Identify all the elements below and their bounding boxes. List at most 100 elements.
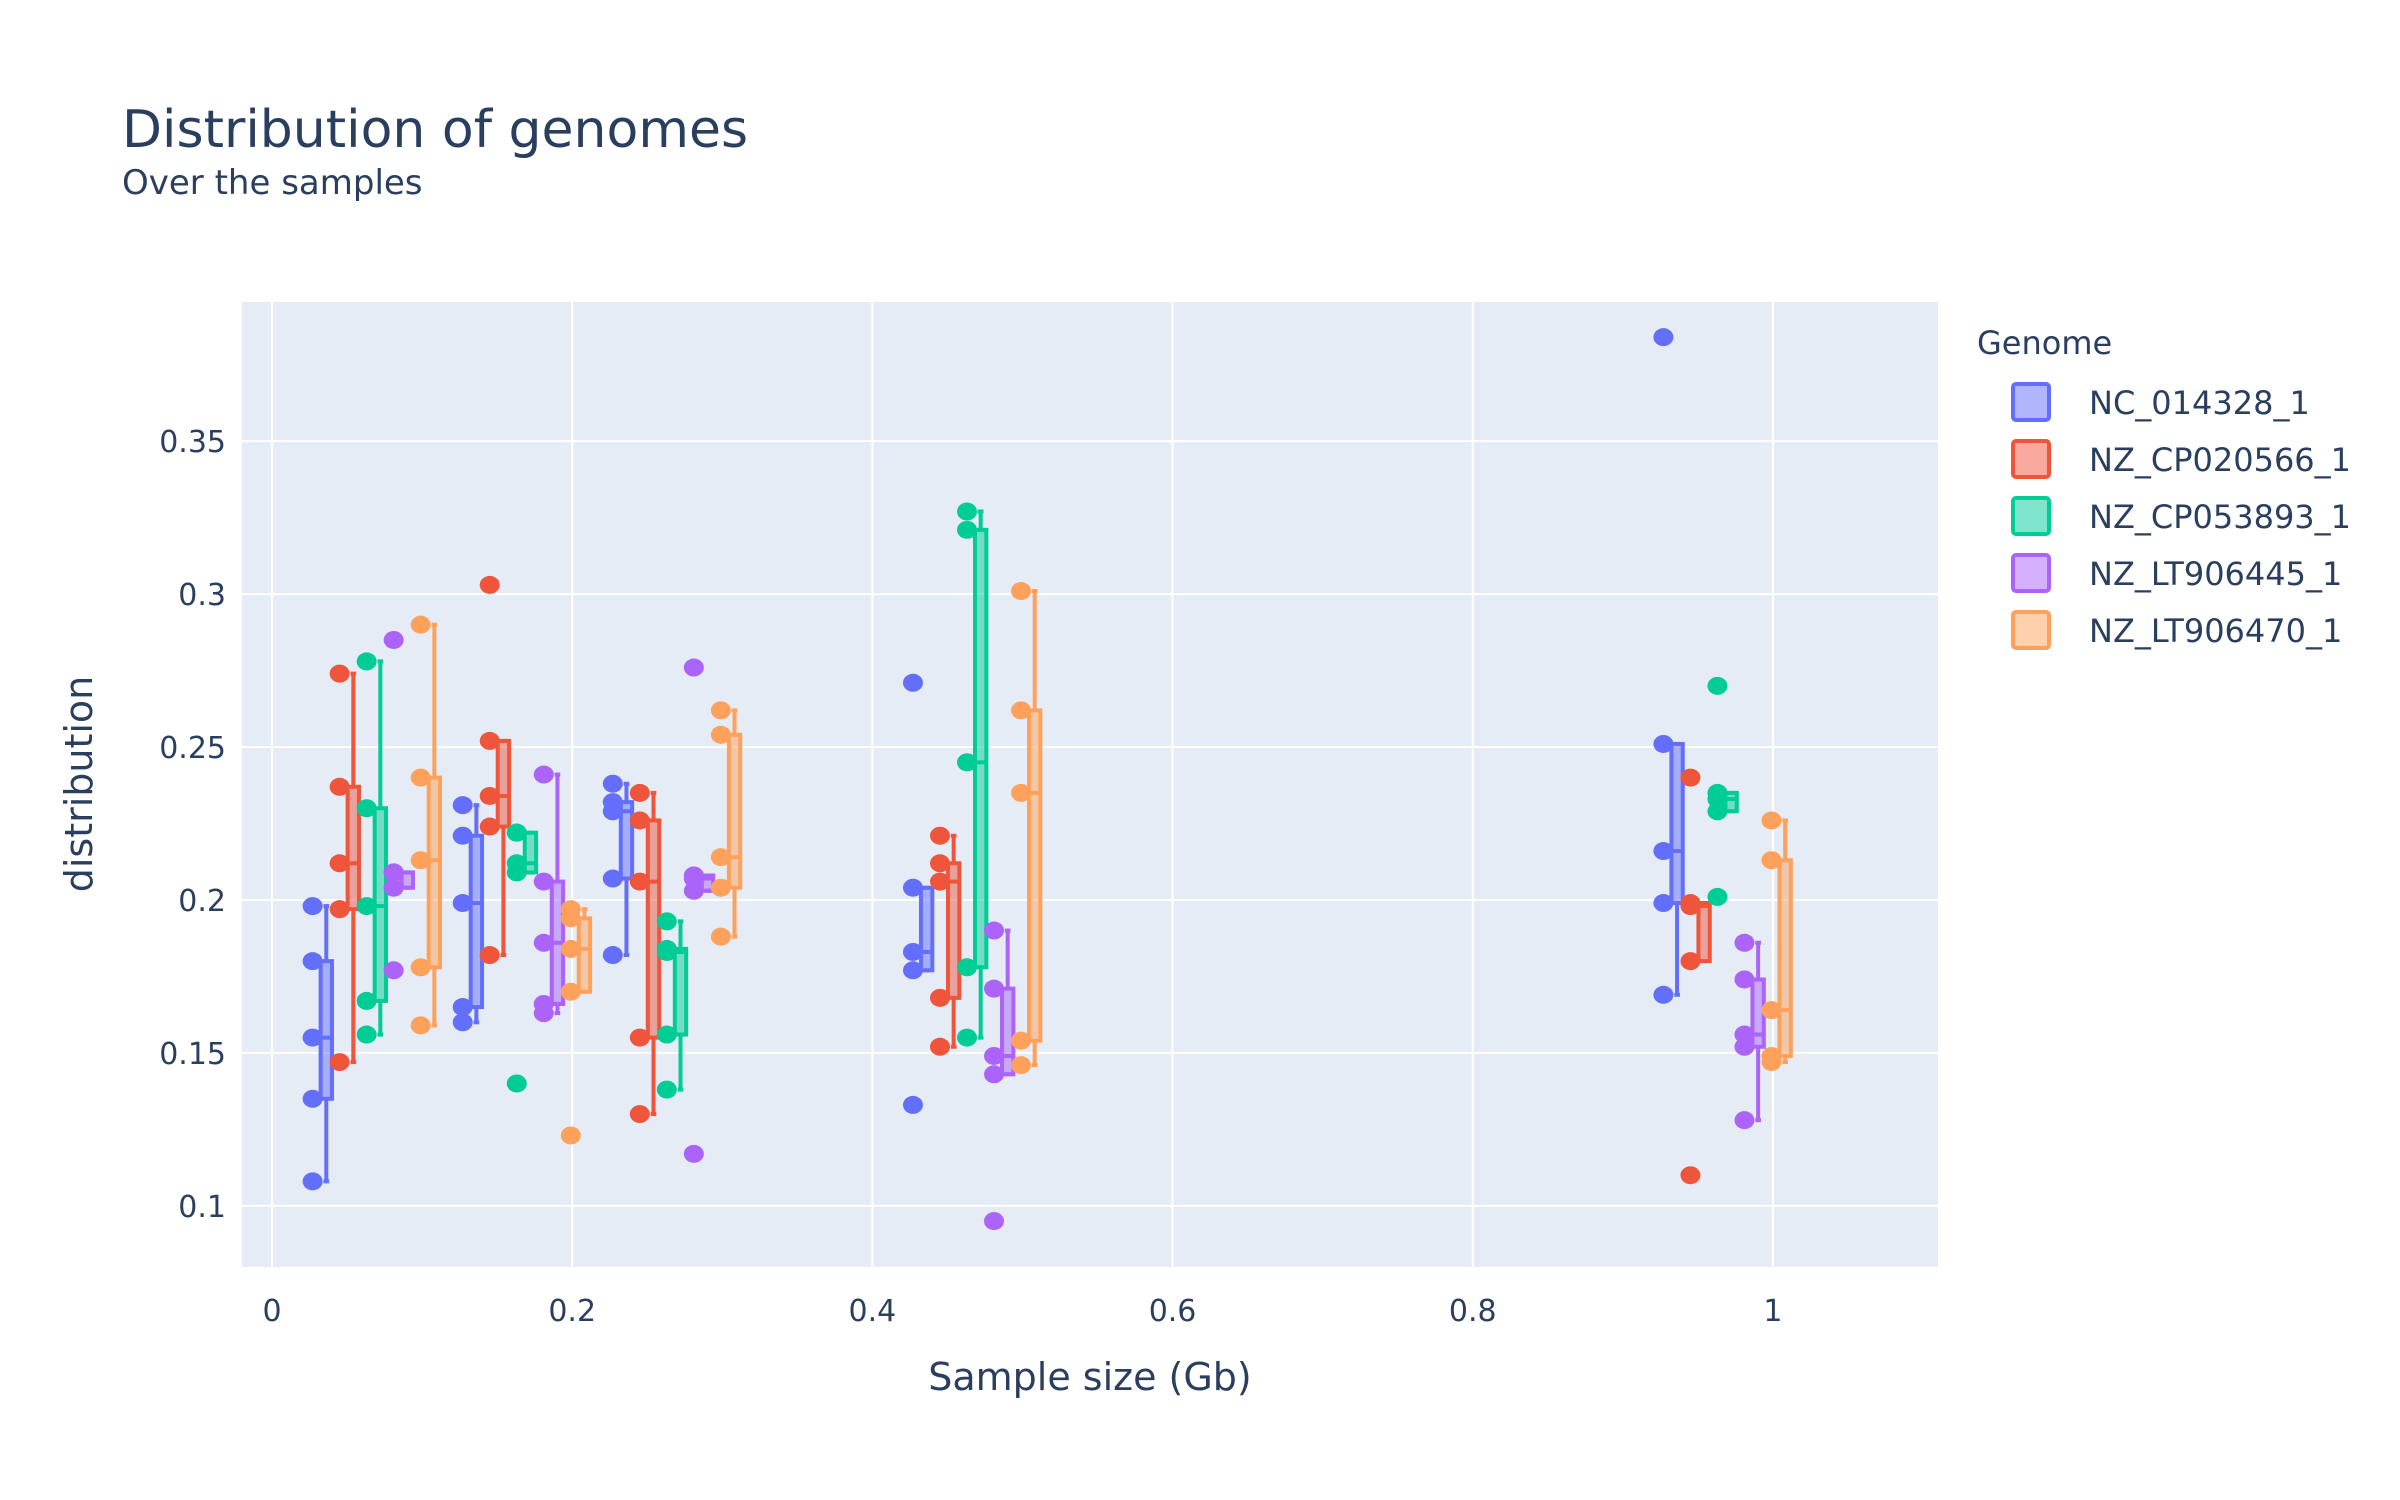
data-point [602, 869, 623, 888]
box-iqr [345, 784, 361, 912]
data-point [329, 664, 350, 683]
data-point [1653, 894, 1674, 913]
data-point [602, 793, 623, 812]
box-NC_014328_1 [918, 885, 935, 973]
data-point [560, 900, 581, 919]
data-point [929, 826, 950, 845]
data-point [1761, 1001, 1782, 1020]
legend-label: NZ_LT906470_1 [2089, 612, 2342, 650]
data-point [683, 658, 704, 677]
data-point [560, 1126, 581, 1145]
data-point [957, 1028, 978, 1047]
box-iqr [576, 916, 593, 994]
legend-item[interactable]: NZ_LT906445_1 [2011, 553, 2342, 593]
data-point [452, 796, 473, 815]
chart-title: Distribution of genomes [122, 100, 748, 160]
data-point [506, 823, 527, 842]
box-NZ_LT906445_1 [1000, 928, 1016, 1077]
plot-area [242, 302, 1938, 1267]
box-NZ_CP020566_1 [645, 790, 662, 1117]
data-point [383, 961, 404, 980]
data-point [302, 897, 323, 916]
legend-item[interactable]: NZ_CP020566_1 [2011, 439, 2351, 479]
data-point [656, 1080, 677, 1099]
box-NZ_CP020566_1 [1696, 901, 1712, 964]
data-point [602, 946, 623, 965]
data-point [356, 652, 377, 671]
series-NZ_LT906445_1 [383, 630, 1766, 1231]
data-point [602, 774, 623, 793]
box-NZ_CP053893_1 [973, 509, 989, 1040]
legend-item[interactable]: NZ_CP053893_1 [2011, 496, 2351, 536]
box-NZ_LT906445_1 [399, 870, 416, 890]
data-point [984, 1046, 1005, 1065]
legend-label: NC_014328_1 [2089, 384, 2310, 422]
data-point [533, 872, 554, 891]
y-tick-label: 0.2 [178, 884, 226, 919]
data-point [479, 946, 500, 965]
data-point [957, 520, 978, 539]
data-point [1680, 952, 1701, 971]
y-tick-label: 0.1 [178, 1190, 226, 1225]
data-point [1680, 768, 1701, 787]
data-point [710, 927, 731, 946]
box-NZ_CP053893_1 [1723, 790, 1739, 814]
legend-item[interactable]: NC_014328_1 [2011, 382, 2310, 422]
x-tick-label: 0.6 [1149, 1294, 1197, 1329]
data-point [1707, 676, 1728, 695]
data-point [710, 725, 731, 744]
data-point [383, 630, 404, 649]
box-iqr [399, 870, 416, 890]
data-point [329, 777, 350, 796]
box-iqr [1723, 790, 1739, 814]
data-point [1734, 1025, 1755, 1044]
data-point [302, 1028, 323, 1047]
box-iqr [1777, 858, 1793, 1058]
box-iqr [1027, 708, 1043, 1043]
y-tick-label: 0.3 [178, 578, 226, 613]
data-point [1011, 1056, 1032, 1075]
data-point [410, 615, 431, 634]
box-NZ_CP053893_1 [522, 830, 539, 875]
data-point [957, 502, 978, 521]
data-point [533, 994, 554, 1013]
box-NC_014328_1 [318, 904, 334, 1184]
chart-subtitle: Over the samples [122, 163, 423, 203]
data-point [479, 731, 500, 750]
legend-item[interactable]: NZ_LT906470_1 [2011, 610, 2342, 650]
legend-swatch [2011, 610, 2051, 650]
x-axis-title: Sample size (Gb) [928, 1355, 1252, 1399]
box-iqr [318, 959, 334, 1101]
data-point [929, 872, 950, 891]
data-point [452, 1013, 473, 1032]
x-tick-label: 0 [262, 1294, 281, 1329]
box-NC_014328_1 [468, 803, 485, 1025]
grid-lines [242, 302, 1938, 1267]
box-NZ_CP020566_1 [495, 738, 512, 958]
data-point [957, 958, 978, 977]
data-point [356, 991, 377, 1010]
data-point [452, 998, 473, 1017]
data-point [656, 912, 677, 931]
y-tick-labels: 0.1 0.15 0.2 0.25 0.3 0.35 [159, 425, 226, 1225]
series-NC_014328_1 [302, 328, 1685, 1191]
data-point [1011, 1031, 1032, 1050]
data-point [452, 826, 473, 845]
data-point [984, 1212, 1005, 1231]
box-iqr [726, 732, 743, 890]
data-point [1653, 985, 1674, 1004]
data-point [683, 866, 704, 885]
legend-swatch [2011, 439, 2051, 479]
legend-swatch [2011, 553, 2051, 593]
data-point [1761, 1046, 1782, 1065]
y-tick-label: 0.15 [159, 1037, 226, 1072]
data-point [410, 768, 431, 787]
data-point [929, 854, 950, 873]
box-NZ_LT906470_1 [576, 907, 593, 994]
data-point [1734, 970, 1755, 989]
data-point [560, 939, 581, 958]
legend: Genome NC_014328_1 NZ_CP020566_1 NZ_CP0538… [1977, 324, 2351, 650]
box-iqr [918, 885, 935, 973]
data-layer [302, 328, 1793, 1231]
